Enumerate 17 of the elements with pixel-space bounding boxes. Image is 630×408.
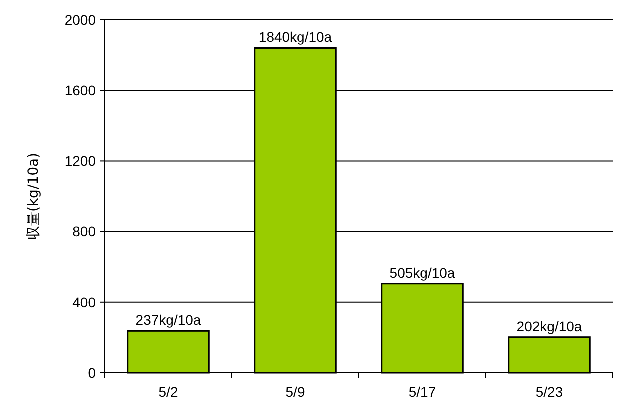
x-tick-label: 5/9 (286, 384, 306, 400)
data-label: 1840kg/10a (258, 29, 332, 46)
y-tick-label: 2000 (64, 12, 96, 28)
y-tick-label: 0 (88, 364, 96, 381)
y-tick-label: 1600 (64, 82, 96, 98)
x-tick-label: 5/23 (536, 384, 564, 400)
bar (508, 336, 591, 374)
x-tick-label: 5/2 (158, 384, 178, 400)
x-tick-label: 5/17 (408, 384, 436, 400)
y-tick-label: 400 (72, 294, 96, 310)
data-label: 237kg/10a (136, 312, 202, 328)
y-tick-label: 1200 (64, 153, 96, 170)
data-label: 202kg/10a (516, 318, 582, 334)
y-axis-title: 収量(kg/10a) (26, 152, 42, 240)
y-tick-label: 800 (72, 224, 96, 240)
data-label: 505kg/10a (390, 264, 456, 281)
bar (127, 330, 210, 374)
